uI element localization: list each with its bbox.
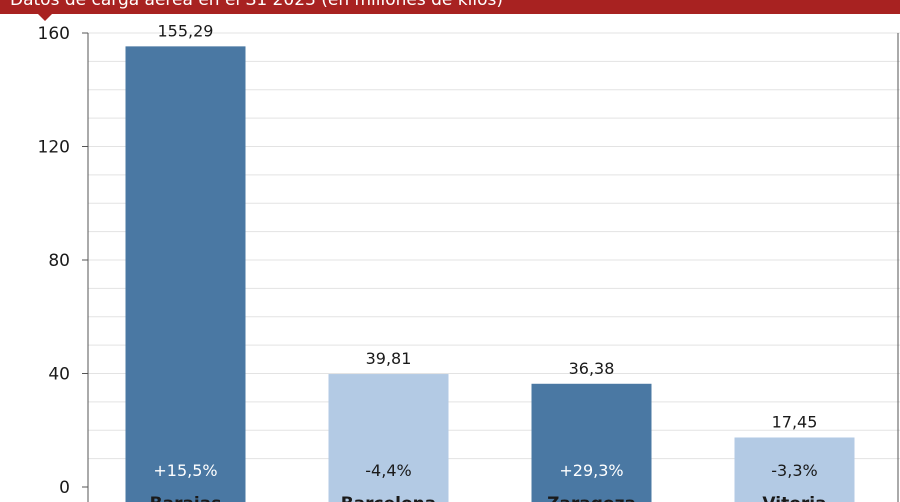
bar-barajas (125, 46, 246, 502)
y-tick-label: 120 (38, 138, 70, 158)
category-label: Vitoria (762, 494, 826, 502)
y-tick-label: 80 (48, 251, 70, 271)
y-tick-label: 40 (48, 365, 70, 385)
value-label: 155,29 (158, 21, 214, 40)
bar-barcelona (328, 374, 449, 502)
chart-title: Datos de carga aérea en el S1 2023 (en m… (10, 0, 503, 10)
bar-zaragoza (531, 383, 652, 502)
bar-vitoria (734, 437, 855, 502)
value-label: 36,38 (569, 359, 615, 378)
bar-labels: 155,29 +15,5% Barajas 39,81 -4,4% Barcelona 36… (150, 21, 827, 502)
value-label: 39,81 (366, 349, 412, 368)
change-label: +15,5% (153, 461, 217, 480)
category-label: Barajas (150, 494, 222, 502)
category-label: Zaragoza (547, 494, 636, 502)
change-label: -4,4% (365, 461, 411, 480)
chart-title-banner: Datos de carga aérea en el S1 2023 (en m… (0, 0, 900, 14)
y-tick-label: 0 (59, 478, 70, 498)
change-label: +29,3% (559, 461, 623, 480)
change-label: -3,3% (771, 461, 817, 480)
bars (125, 46, 855, 502)
banner-pointer (38, 14, 52, 21)
value-label: 17,45 (772, 412, 818, 431)
y-tick-label: 160 (38, 24, 70, 44)
category-label: Barcelona (341, 494, 437, 502)
y-axis: 0 40 80 120 160 (38, 24, 899, 502)
